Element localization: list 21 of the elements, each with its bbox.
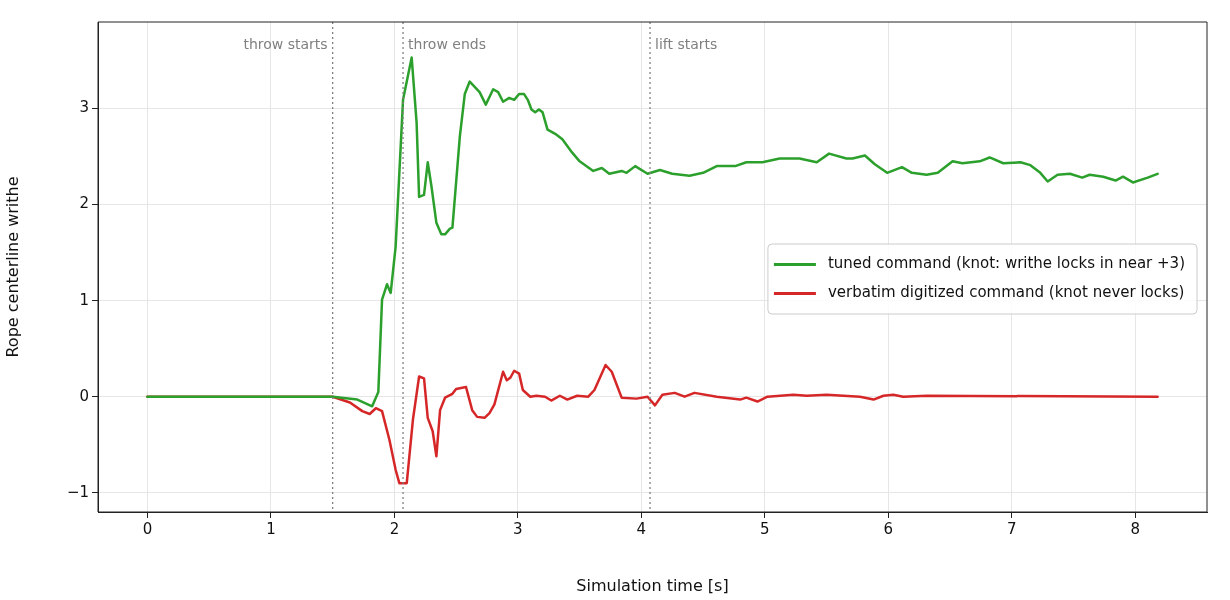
ref-line-label: throw ends (408, 35, 486, 52)
legend-label: tuned command (knot: writhe locks in near +3) (827, 254, 1185, 273)
y-tick-label: −1 (66, 482, 89, 501)
x-tick-label: 4 (636, 519, 647, 538)
legend-label: verbatim digitized command (knot never locks) (827, 283, 1185, 302)
ref-line-label: lift starts (655, 35, 718, 52)
ref-line-label: throw starts (243, 35, 328, 52)
x-tick-label: 6 (883, 519, 894, 538)
x-tick-label: 5 (760, 519, 770, 538)
y-tick-label: 0 (79, 386, 89, 405)
x-tick-label: 7 (1007, 519, 1017, 538)
y-tick-label: 2 (79, 194, 89, 213)
x-tick-label: 3 (513, 519, 523, 538)
x-tick-label: 2 (389, 519, 400, 538)
x-tick-label: 0 (142, 519, 153, 538)
x-axis-title: Simulation time [s] (576, 575, 729, 595)
y-tick-label: 3 (79, 98, 89, 117)
x-tick-label: 8 (1130, 519, 1141, 538)
y-axis-title: Rope centerline writhe (2, 176, 22, 358)
y-tick-label: 1 (79, 290, 89, 309)
x-tick-label: 1 (266, 519, 276, 538)
